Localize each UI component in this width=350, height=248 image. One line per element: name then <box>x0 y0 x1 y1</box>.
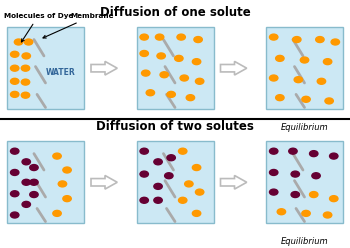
Circle shape <box>276 95 284 101</box>
Circle shape <box>30 165 38 171</box>
Circle shape <box>30 191 38 197</box>
Circle shape <box>177 34 186 40</box>
Circle shape <box>323 212 332 218</box>
Circle shape <box>10 191 19 197</box>
Circle shape <box>195 189 204 195</box>
Circle shape <box>14 39 23 45</box>
Circle shape <box>21 65 30 71</box>
Circle shape <box>294 77 302 83</box>
Circle shape <box>10 65 19 71</box>
Circle shape <box>140 51 148 57</box>
Circle shape <box>193 59 201 65</box>
FancyBboxPatch shape <box>266 27 343 109</box>
FancyArrow shape <box>91 176 117 189</box>
Circle shape <box>317 78 326 84</box>
Circle shape <box>10 148 19 154</box>
Circle shape <box>22 53 30 59</box>
Text: Diffusion of one solute: Diffusion of one solute <box>100 6 250 19</box>
Circle shape <box>157 53 165 59</box>
Circle shape <box>141 70 150 76</box>
Circle shape <box>154 197 162 203</box>
Circle shape <box>276 55 284 61</box>
Circle shape <box>270 75 278 81</box>
Text: WATER: WATER <box>46 68 76 77</box>
Circle shape <box>10 92 19 97</box>
FancyBboxPatch shape <box>7 141 84 223</box>
Circle shape <box>22 159 30 165</box>
Circle shape <box>289 148 297 154</box>
Circle shape <box>309 191 318 197</box>
Circle shape <box>270 148 278 154</box>
Circle shape <box>270 169 278 175</box>
Circle shape <box>302 210 310 216</box>
Circle shape <box>180 75 188 81</box>
Circle shape <box>146 90 155 96</box>
Circle shape <box>63 167 71 173</box>
Circle shape <box>309 151 318 157</box>
Circle shape <box>164 173 173 179</box>
Circle shape <box>10 212 19 218</box>
Circle shape <box>330 196 338 202</box>
Circle shape <box>300 57 309 63</box>
Circle shape <box>270 34 278 40</box>
Circle shape <box>167 155 175 161</box>
Text: Membrane: Membrane <box>43 13 113 38</box>
Circle shape <box>21 79 30 85</box>
Circle shape <box>63 196 71 202</box>
Text: Equilibrium: Equilibrium <box>281 123 328 132</box>
Circle shape <box>331 39 340 45</box>
FancyBboxPatch shape <box>136 141 214 223</box>
Circle shape <box>140 34 148 40</box>
Circle shape <box>312 173 320 179</box>
FancyBboxPatch shape <box>7 27 84 109</box>
Circle shape <box>21 92 30 98</box>
Circle shape <box>53 210 61 216</box>
Circle shape <box>22 179 30 185</box>
Circle shape <box>140 171 148 177</box>
Circle shape <box>193 210 201 216</box>
Text: Diffusion of two solutes: Diffusion of two solutes <box>96 120 254 133</box>
Circle shape <box>195 78 204 84</box>
Circle shape <box>323 59 332 65</box>
Circle shape <box>22 201 30 207</box>
Circle shape <box>302 96 310 102</box>
Circle shape <box>10 51 19 57</box>
Circle shape <box>53 153 61 159</box>
Circle shape <box>186 95 195 101</box>
Circle shape <box>330 153 338 159</box>
Circle shape <box>25 39 33 45</box>
Circle shape <box>316 36 324 43</box>
Circle shape <box>291 191 300 197</box>
Circle shape <box>167 92 175 97</box>
Circle shape <box>10 78 19 84</box>
Circle shape <box>178 197 187 203</box>
Text: Equilibrium: Equilibrium <box>281 237 328 246</box>
Circle shape <box>193 165 201 171</box>
Circle shape <box>270 189 278 195</box>
Circle shape <box>58 181 66 187</box>
Circle shape <box>178 148 187 154</box>
Circle shape <box>277 209 286 215</box>
Circle shape <box>10 169 19 175</box>
Circle shape <box>194 36 202 43</box>
Circle shape <box>140 148 148 154</box>
FancyArrow shape <box>220 62 247 75</box>
Circle shape <box>160 72 168 78</box>
Circle shape <box>325 98 333 104</box>
Text: Molecules of Dye: Molecules of Dye <box>4 13 73 42</box>
FancyBboxPatch shape <box>136 27 214 109</box>
Circle shape <box>154 183 162 189</box>
FancyArrow shape <box>91 62 117 75</box>
FancyArrow shape <box>220 176 247 189</box>
Circle shape <box>293 36 301 43</box>
Circle shape <box>185 181 193 187</box>
FancyBboxPatch shape <box>266 141 343 223</box>
Circle shape <box>291 171 300 177</box>
Circle shape <box>175 55 183 61</box>
Circle shape <box>155 34 164 40</box>
Circle shape <box>140 197 148 203</box>
Circle shape <box>154 159 162 165</box>
Circle shape <box>30 179 38 185</box>
